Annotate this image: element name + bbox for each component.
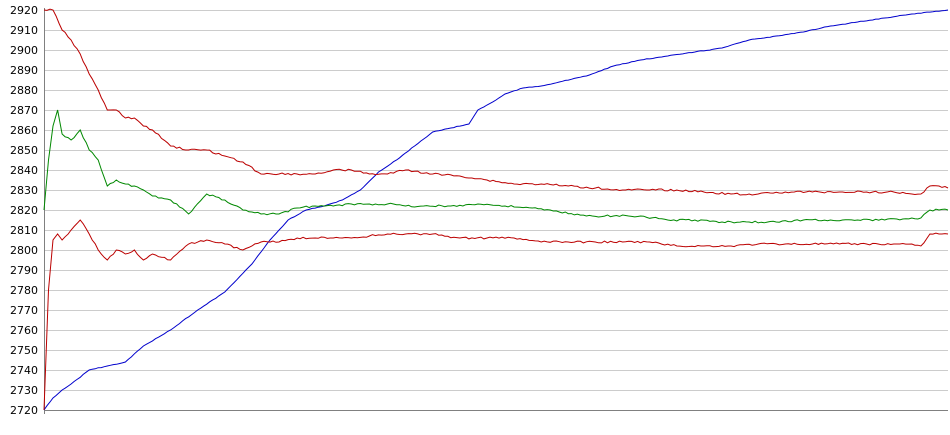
series-line-4 bbox=[43, 219, 949, 411]
series-line-3 bbox=[43, 8, 949, 196]
gridlines bbox=[44, 10, 948, 411]
y-tick-label: 2780 bbox=[10, 284, 38, 297]
y-tick-label: 2910 bbox=[10, 24, 38, 37]
series-group bbox=[43, 8, 949, 411]
y-tick-label: 2770 bbox=[10, 304, 38, 317]
series-line-2 bbox=[43, 109, 949, 224]
y-tick-label: 2830 bbox=[10, 184, 38, 197]
y-tick-label: 2870 bbox=[10, 104, 38, 117]
y-tick-label: 2850 bbox=[10, 144, 38, 157]
y-tick-label: 2790 bbox=[10, 264, 38, 277]
y-tick-label: 2860 bbox=[10, 124, 38, 137]
y-tick-label: 2890 bbox=[10, 64, 38, 77]
y-tick-label: 2920 bbox=[10, 4, 38, 17]
y-tick-label: 2840 bbox=[10, 164, 38, 177]
y-tick-label: 2880 bbox=[10, 84, 38, 97]
y-axis: 2720 2730 2740 2750 2760 2770 2780 2790 2800 2810… bbox=[10, 4, 948, 417]
y-tick-label: 2800 bbox=[10, 244, 38, 257]
y-tick-label: 2760 bbox=[10, 324, 38, 337]
y-tick-label: 2750 bbox=[10, 344, 38, 357]
y-tick-label: 2900 bbox=[10, 44, 38, 57]
y-tick-label: 2820 bbox=[10, 204, 38, 217]
y-tick-label: 2730 bbox=[10, 384, 38, 397]
y-tick-label: 2740 bbox=[10, 364, 38, 377]
series-line-1 bbox=[43, 9, 949, 411]
y-tick-label: 2810 bbox=[10, 224, 38, 237]
y-tick-label: 2720 bbox=[10, 404, 38, 417]
